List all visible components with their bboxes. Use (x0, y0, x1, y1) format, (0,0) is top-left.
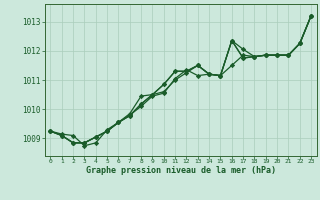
X-axis label: Graphe pression niveau de la mer (hPa): Graphe pression niveau de la mer (hPa) (86, 166, 276, 175)
